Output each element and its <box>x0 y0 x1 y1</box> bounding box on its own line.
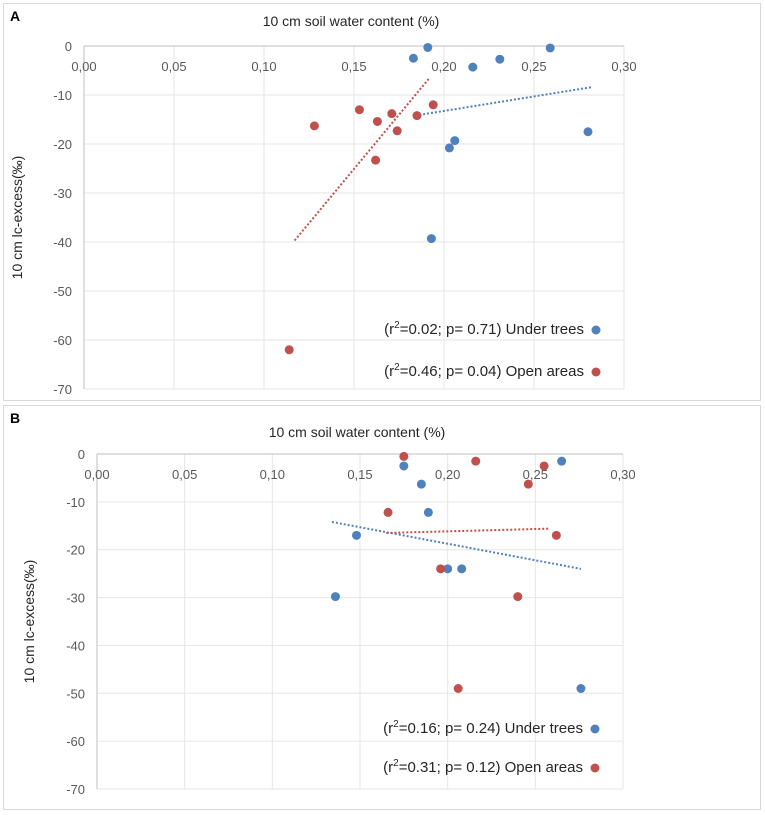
chart-a-svg: 0,00 0,05 0,10 0,15 0,20 0,25 0,30 0 -10 -20 -30 -4… <box>9 13 637 397</box>
panel-a-under-trees-legend-marker <box>591 325 601 335</box>
panel-b-x-tick-label: 0,00 <box>84 467 109 482</box>
panel-b-under-trees-data-point <box>576 684 586 693</box>
panel-label-b: B <box>10 410 21 426</box>
panel-a-x-tick-label: 0,00 <box>71 59 96 74</box>
panel-b-open-areas-legend-marker <box>590 763 600 773</box>
panel-b-y-tick-label: -20 <box>66 543 85 558</box>
panel-a-y-tick-label: -60 <box>53 333 72 348</box>
panel-b-x-tick-label: 0,10 <box>260 467 285 482</box>
panel-b-y-tick-label: -30 <box>66 591 85 606</box>
panel-b-open-areas-data-point <box>513 592 523 602</box>
panel-a-under-trees-legend-label: (r2=0.02; p= 0.71) Under trees <box>384 320 584 338</box>
panel-b-open-areas-data-point <box>453 684 463 693</box>
panel-a-under-trees-data-point <box>495 54 505 64</box>
panel-b-x-tick-label: 0,25 <box>523 467 548 482</box>
panel-b-under-trees-data-point <box>399 461 409 471</box>
panel-a-x-tick-label: 0,25 <box>521 59 546 74</box>
panel-b-x-tick-label: 0,20 <box>435 467 460 482</box>
panel-a-open-areas-data-point <box>309 121 319 131</box>
panel-b-under-trees-legend-label: (r2=0.16; p= 0.24) Under trees <box>383 719 583 737</box>
chart-panel-b: B 0,00 0,05 0,10 0,15 0,20 0,25 0,30 0 -10 -20 -30… <box>3 405 761 810</box>
panel-b-open-areas-trendline <box>386 527 550 534</box>
panel-b-y-axis-label: 10 cm lc-excess(‰) <box>21 560 37 684</box>
panel-b-y-tick-label: -40 <box>66 638 85 653</box>
panel-a-x-tick-label: 0,20 <box>431 59 456 74</box>
panel-a-under-trees-data-point <box>545 43 555 53</box>
panel-a-chart-title: 10 cm soil water content (%) <box>263 13 440 29</box>
panel-a-open-areas-legend-label: (r2=0.46; p= 0.04) Open areas <box>384 362 584 380</box>
panel-b-x-tick-label: 0,05 <box>172 467 197 482</box>
panel-a-y-axis-label: 10 cm lc-excess(‰) <box>9 156 25 280</box>
panel-b-y-tick-label: -10 <box>66 495 85 510</box>
panel-a-x-tick-label: 0,15 <box>341 59 366 74</box>
panel-b-under-trees-legend-marker <box>590 724 600 734</box>
panel-b-open-areas-data-point <box>551 530 561 540</box>
panel-a-open-areas-data-point <box>284 345 294 355</box>
panel-label-a: A <box>10 8 21 24</box>
panel-a-y-tick-label: -20 <box>53 137 72 152</box>
panel-a-x-tick-label: 0,30 <box>611 59 636 74</box>
panel-b-open-areas-data-point <box>539 461 549 471</box>
panel-b-under-trees-data-point <box>557 456 567 466</box>
panel-b-x-tick-label: 0,15 <box>347 467 372 482</box>
panel-a-under-trees-data-point <box>583 127 593 137</box>
panel-a-open-areas-trendline <box>293 77 431 242</box>
panel-a-open-areas-data-point <box>372 116 382 126</box>
panel-b-under-trees-data-point <box>443 564 453 574</box>
panel-b-y-tick-label: -60 <box>66 734 85 749</box>
panel-a-under-trees-data-point <box>423 42 433 52</box>
chart-panel-a: A 0,00 0,05 0,10 0,15 0,20 0,25 0,30 0 -10 -20 -30… <box>3 3 761 401</box>
panel-b-open-areas-data-point <box>436 564 446 574</box>
panel-a-under-trees-data-point <box>444 143 454 153</box>
panel-a-open-areas-data-point <box>387 109 397 119</box>
panel-b-under-trees-data-point <box>351 530 361 540</box>
panel-b-y-tick-label: -70 <box>66 782 85 797</box>
panel-b-under-trees-data-point <box>416 479 426 489</box>
panel-a-open-areas-data-point <box>428 100 438 110</box>
panel-a-open-areas-legend-marker <box>591 367 601 377</box>
panel-a-under-trees-data-point <box>468 62 478 72</box>
panel-a-open-areas-data-point <box>354 105 364 115</box>
panel-b-y-tick-label: 0 <box>78 447 85 462</box>
panel-a-under-trees-data-point <box>426 234 436 244</box>
panel-a-under-trees-data-point <box>450 136 460 146</box>
panel-a-y-tick-label: -40 <box>53 235 72 250</box>
panel-a-x-tick-label: 0,10 <box>251 59 276 74</box>
panel-a-open-areas-data-point <box>392 126 402 136</box>
chart-b-svg: 0,00 0,05 0,10 0,15 0,20 0,25 0,30 0 -10 -20 -30 -4… <box>21 424 636 797</box>
panel-a-open-areas-data-point <box>371 155 381 165</box>
panel-a-y-tick-label: -50 <box>53 284 72 299</box>
panel-a-under-trees-trendline <box>415 86 592 117</box>
panel-b-x-tick-label: 0,30 <box>610 467 635 482</box>
panel-b-under-trees-data-point <box>457 564 467 574</box>
panel-b-open-areas-legend-label: (r2=0.31; p= 0.12) Open areas <box>383 758 583 776</box>
panel-b-under-trees-data-point <box>423 507 433 517</box>
panel-a-open-areas-data-point <box>412 111 422 121</box>
panel-a-y-tick-label: -10 <box>53 88 72 103</box>
panel-b-chart-title: 10 cm soil water content (%) <box>269 424 446 440</box>
panel-a-y-tick-label: 0 <box>65 39 72 54</box>
panel-a-y-tick-label: -30 <box>53 186 72 201</box>
panel-b-open-areas-data-point <box>399 451 409 461</box>
panel-b-open-areas-data-point <box>471 456 481 466</box>
panel-b-open-areas-data-point <box>523 479 533 489</box>
panel-b-under-trees-data-point <box>330 592 340 602</box>
panel-a-under-trees-data-point <box>408 53 418 63</box>
panel-b-y-tick-label: -50 <box>66 686 85 701</box>
panel-a-y-tick-label: -70 <box>53 382 72 397</box>
panel-a-x-tick-label: 0,05 <box>161 59 186 74</box>
panel-b-open-areas-data-point <box>383 507 393 517</box>
